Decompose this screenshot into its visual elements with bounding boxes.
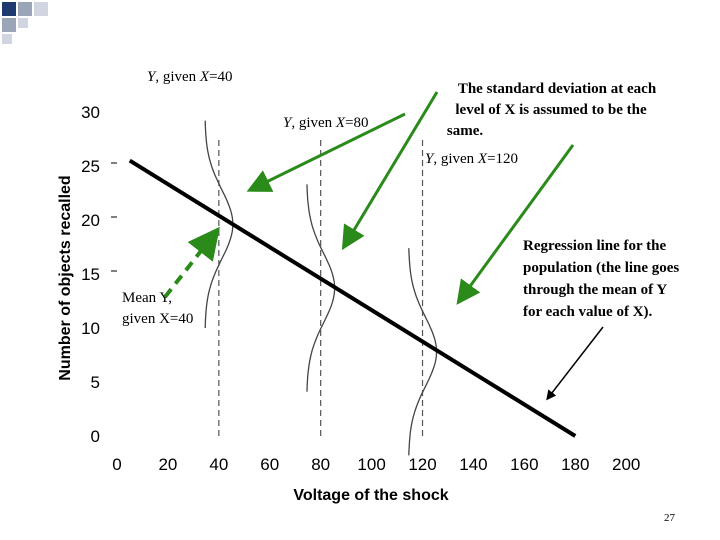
axis-ticks: 0 5 10 15 20 25 30 0 20 40 60 80 100 120 140 160 180 200 [81,103,640,474]
x-tick-label: 180 [561,455,589,474]
regression-line [128,158,577,438]
x-tick-label: 160 [510,455,538,474]
page-number: 27 [664,512,676,524]
deco-square [18,18,28,28]
x-tick-label: 200 [612,455,640,474]
dist-120-label: Y, given X=120 [425,151,518,167]
dist-80-label: Y, given X=80 [283,115,369,131]
std-note-line-1: The standard deviation at each [458,81,657,97]
std-note-line-2: level of X is assumed to be the [455,102,647,118]
arrow-to-dist-80 [246,112,406,192]
std-note-line-3: same. [447,123,483,139]
y-tick-label: 25 [81,157,100,176]
arrow-mean-dashed [163,226,220,299]
x-tick-label: 40 [209,455,228,474]
x-tick-label: 20 [158,455,177,474]
deco-square [2,2,16,16]
y-tick-label: 20 [81,211,100,230]
std-note: The standard deviation at each level of … [447,81,657,139]
mean-label: Mean Y, given X=40 [122,290,193,327]
arrow-to-dist-120 [341,91,439,251]
y-tick-label: 30 [81,103,100,122]
x-tick-label: 80 [311,455,330,474]
dist-40-label: Y, given X=40 [147,69,233,85]
x-tick-label: 0 [112,455,121,474]
mean-label-line-1: Mean Y, [122,290,172,306]
dashed-guides [218,140,424,440]
x-axis-label: Voltage of the shock [293,487,448,504]
deco-square [2,34,12,44]
arrow-to-regression-line [546,326,604,401]
regression-note-line-1: Regression line for the [523,238,667,254]
x-tick-label: 100 [357,455,385,474]
regression-note-line-2: population (the line goes [523,260,679,276]
y-axis-label: Number of objects recalled [57,175,74,380]
y-tick-label: 5 [91,373,100,392]
slide-decoration [2,2,48,44]
regression-note: Regression line for the population (the … [523,238,679,320]
x-tick-label: 120 [408,455,436,474]
deco-square [2,18,16,32]
arrow-to-dist-160 [456,144,575,305]
deco-square [18,2,32,16]
y-tick-label: 10 [81,319,100,338]
regression-note-line-3: through the mean of Y [523,282,667,298]
y-tick-label: 0 [91,427,100,446]
deco-square [34,2,48,16]
y-tick-label: 15 [81,265,100,284]
x-tick-label: 60 [260,455,279,474]
mean-label-line-2: given X=40 [122,311,193,327]
regression-note-line-4: for each value of X). [523,304,653,320]
x-tick-label: 140 [459,455,487,474]
